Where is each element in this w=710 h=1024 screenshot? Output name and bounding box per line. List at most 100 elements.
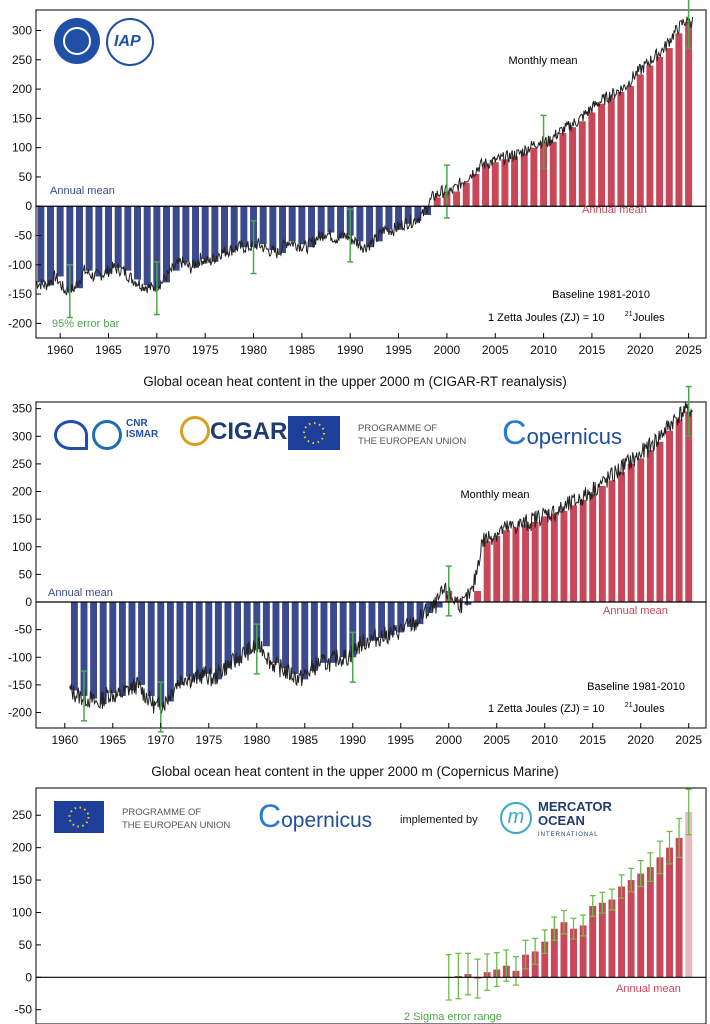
annual-mean-bar xyxy=(134,206,141,280)
annual-mean-bar xyxy=(522,524,529,603)
y-tick-label: 150 xyxy=(12,512,32,526)
annual-mean-bar xyxy=(279,206,287,254)
x-tick-label: 1980 xyxy=(240,343,267,357)
x-tick-label: 1975 xyxy=(195,733,222,747)
y-tick-label: 250 xyxy=(12,457,32,471)
annual-mean-bar xyxy=(195,602,203,680)
annual-mean-bar xyxy=(339,602,347,658)
annual-mean-bar xyxy=(607,97,615,207)
y-tick-label: 50 xyxy=(19,170,33,184)
annual-mean-bar xyxy=(105,206,112,274)
annual-mean-bar xyxy=(511,156,519,207)
annual-mean-bar xyxy=(163,206,170,283)
annual-mean-bar xyxy=(433,197,441,207)
cnr-logo-icon xyxy=(54,420,88,450)
unit-label: 1 Zetta Joules (ZJ) = 10 xyxy=(488,312,604,324)
x-tick-label: 1985 xyxy=(291,733,318,747)
annual-mean-bar xyxy=(627,86,635,207)
annual-mean-bar xyxy=(243,602,251,655)
annual-mean-bar xyxy=(453,191,461,207)
x-tick-label: 1965 xyxy=(99,733,126,747)
annual-mean-bar xyxy=(482,165,490,207)
annual-mean-bar xyxy=(608,899,616,978)
implemented-by-label: implemented by xyxy=(400,814,478,826)
chart-title: Global ocean heat content in the upper 2… xyxy=(143,374,567,389)
annual-mean-bar xyxy=(656,56,664,207)
annual-mean-bar xyxy=(358,602,366,647)
annual-mean-bar xyxy=(520,153,528,207)
annual-mean-bar xyxy=(618,472,625,603)
annual-mean-bar xyxy=(598,485,606,603)
annual-mean-bar xyxy=(224,602,232,669)
y-tick-label: -200 xyxy=(8,316,32,330)
monthly-mean-label: Monthly mean xyxy=(460,489,529,501)
y-tick-label: 0 xyxy=(25,199,32,213)
x-tick-label: 1990 xyxy=(337,343,364,357)
plot-frame xyxy=(35,9,707,339)
annual-mean-bar xyxy=(259,206,267,245)
annual-mean-bar xyxy=(70,602,78,691)
annual-mean-bar xyxy=(66,206,74,292)
eu-flag-icon xyxy=(288,416,340,450)
error-bar-label: 95% error bar xyxy=(52,318,120,330)
annual-mean-bar xyxy=(569,127,577,207)
annual-mean-bar xyxy=(540,141,548,207)
x-tick-label: 2000 xyxy=(435,733,462,747)
y-tick-label: -100 xyxy=(8,650,32,664)
y-tick-label: -50 xyxy=(15,623,33,637)
x-tick-label: 2005 xyxy=(482,343,509,357)
annual-mean-bar xyxy=(675,33,683,207)
y-tick-label: 100 xyxy=(12,141,32,155)
x-tick-label: 2020 xyxy=(627,733,654,747)
annual-mean-bar xyxy=(288,206,296,242)
annual-mean-bar xyxy=(550,928,558,978)
annual-mean-bar xyxy=(47,206,54,286)
annual-mean-bar xyxy=(589,494,597,603)
annual-mean-bar xyxy=(578,121,586,207)
monthly-mean-line xyxy=(69,401,694,714)
annual-mean-bar xyxy=(240,206,248,248)
annual-mean-bar xyxy=(385,206,393,230)
y-tick-label: 200 xyxy=(12,82,32,96)
annual-mean-bar xyxy=(559,133,567,207)
annual-mean-bar xyxy=(541,941,549,978)
annual-mean-bar xyxy=(627,880,635,978)
mercator-label: MERCATOR OCEAN INTERNATIONAL xyxy=(538,799,612,839)
y-tick-label: 200 xyxy=(12,485,32,499)
annual-mean-bar xyxy=(37,206,45,283)
y-tick-label: 50 xyxy=(19,567,33,581)
annual-mean-bar xyxy=(205,602,213,674)
annual-mean-bar xyxy=(637,458,645,603)
annual-mean-bar xyxy=(80,602,88,696)
eu-flag-icon xyxy=(54,801,104,833)
annual-mean-bar xyxy=(320,602,328,663)
annual-mean-bar xyxy=(512,527,520,603)
annual-mean-bar xyxy=(327,206,335,233)
annual-mean-bar xyxy=(474,590,482,603)
annual-mean-bar xyxy=(214,602,222,680)
iap-logo-icon: IAP xyxy=(106,18,154,66)
annual-mean-bar xyxy=(685,21,693,207)
annual-mean-bar xyxy=(366,206,374,248)
annual-mean-bar xyxy=(675,419,683,603)
annual-mean-bar xyxy=(138,602,146,685)
y-tick-label: 150 xyxy=(12,111,32,125)
x-tick-label: 2020 xyxy=(627,343,654,357)
annual-mean-bar xyxy=(387,602,395,636)
annual-mean-bar xyxy=(685,411,693,603)
x-tick-label: 2010 xyxy=(530,343,557,357)
annual-mean-bar xyxy=(414,206,422,221)
annual-mean-right-label: Annual mean xyxy=(616,983,681,995)
unit-exponent: 21 xyxy=(625,702,633,709)
cigar-globe-icon xyxy=(180,416,210,446)
annual-mean-bar xyxy=(636,74,644,207)
y-tick-label: -100 xyxy=(8,258,32,272)
annual-mean-bar xyxy=(646,867,654,978)
annual-mean-bar xyxy=(666,847,673,978)
annual-mean-bar xyxy=(435,602,443,608)
cas-logo-icon xyxy=(54,18,100,64)
annual-mean-bar xyxy=(454,599,462,603)
monthly-mean-line xyxy=(35,16,694,296)
annual-mean-bar xyxy=(337,206,345,239)
annual-mean-bar xyxy=(368,602,376,641)
